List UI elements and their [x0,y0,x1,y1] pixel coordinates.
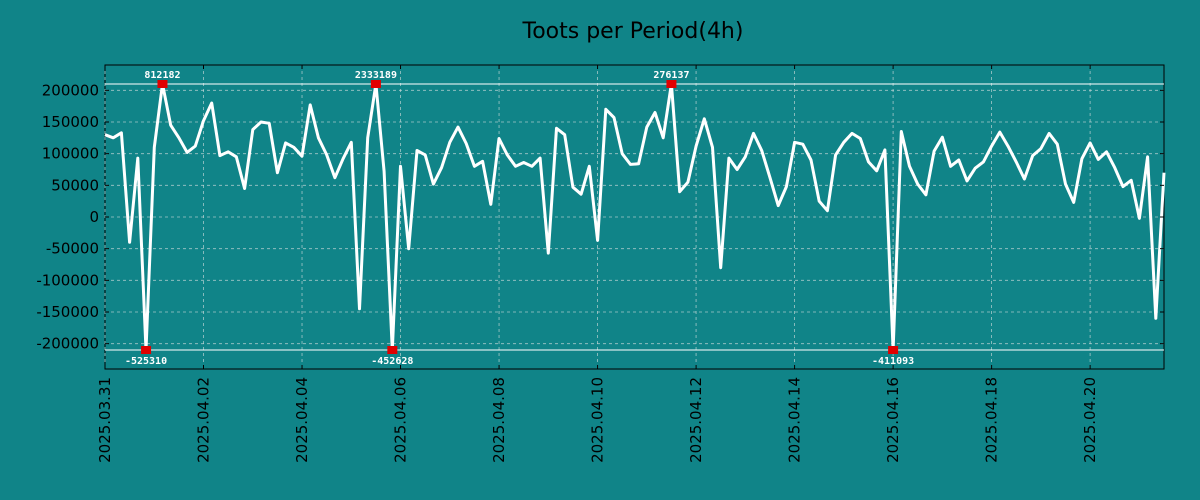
x-tick-label: 2025.04.10 [589,377,607,463]
y-tick-label: 50000 [51,176,99,194]
x-tick-label: 2025.04.18 [983,377,1001,463]
y-tick-label: -50000 [46,240,99,258]
series-line-toots [104,82,1166,352]
x-axis-ticks: 2025.03.31 2025.04.02 2025.04.04 2025.04.06… [96,65,1099,463]
peak-marker [141,346,152,354]
x-tick-label: 2025.04.14 [786,377,804,463]
y-tick-label: 0 [89,208,99,226]
y-tick-label: 200000 [42,81,99,99]
y-axis-ticks: -200000 -150000 -100000 -50000 0 50000 100000 1… [36,81,1164,353]
peak-marker [370,80,381,88]
x-tick-label: 2025.04.02 [195,377,213,463]
clip-lines [105,83,1164,351]
peak-marker [888,346,899,354]
peak-label: -411093 [872,356,914,367]
annotations: 812182 -525310 2333189 -452628 276137 -411093 [125,70,914,367]
x-tick-label: 2025.04.16 [884,377,902,463]
x-tick-label: 2025.04.08 [490,377,508,463]
peak-marker [387,346,398,354]
y-tick-label: -200000 [36,335,99,353]
x-tick-label: 2025.04.12 [687,377,705,463]
peak-label: 276137 [653,70,689,81]
y-tick-label: -150000 [36,303,99,321]
y-tick-label: 100000 [42,145,99,163]
peak-label: 2333189 [355,70,397,81]
peak-label: -525310 [125,356,167,367]
peak-label: 812182 [144,70,180,81]
chart-title: Toots per Period(4h) [522,19,744,44]
y-tick-label: 150000 [42,113,99,131]
x-tick-label: 2025.03.31 [96,377,114,463]
x-tick-label: 2025.04.20 [1081,377,1099,463]
x-tick-label: 2025.04.06 [392,377,410,463]
peak-marker [157,80,168,88]
peak-label: -452628 [371,356,413,367]
x-tick-label: 2025.04.04 [293,377,311,463]
peak-marker [666,80,677,88]
series-layer [104,82,1166,352]
y-tick-label: -100000 [36,271,99,289]
